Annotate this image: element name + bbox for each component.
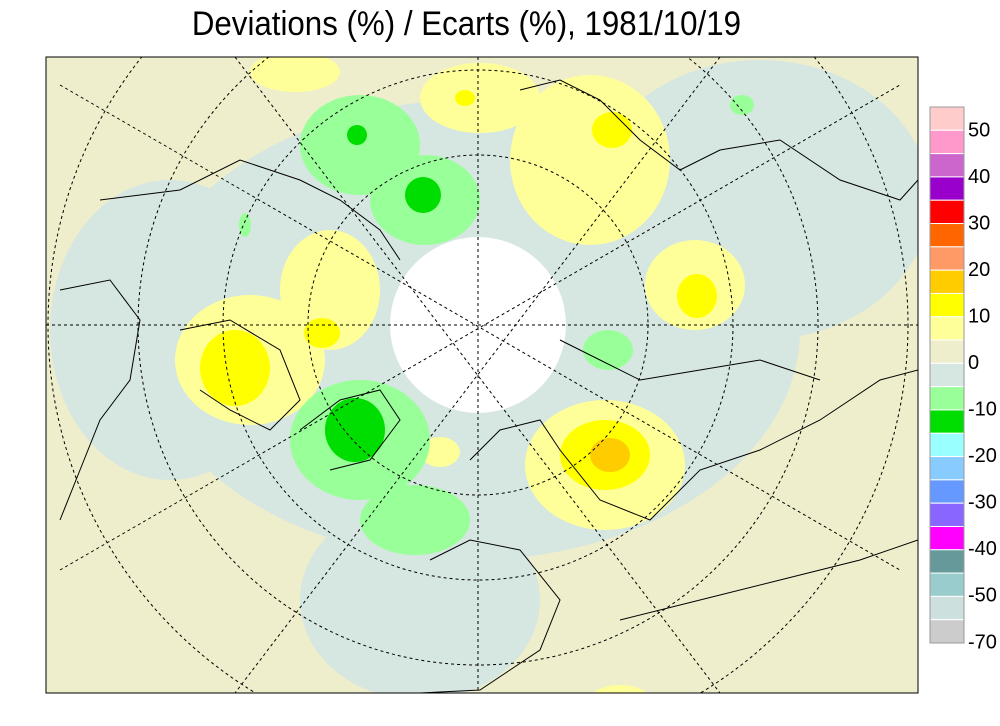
legend-label: 50 [968, 119, 990, 141]
legend-swatch [929, 525, 965, 551]
legend-label: 10 [968, 305, 990, 327]
legend-swatch [929, 316, 965, 341]
positive-peak [590, 438, 630, 472]
legend-swatch [929, 199, 965, 225]
legend-swatch [929, 269, 965, 294]
legend-swatch [929, 479, 965, 504]
legend-label: -30 [968, 492, 997, 514]
legend-label: -10 [968, 399, 997, 421]
legend-swatch [929, 246, 965, 271]
legend-swatch [929, 549, 965, 574]
legend-swatch [929, 339, 965, 364]
legend-swatch [929, 292, 965, 318]
color-legend: 50 40 30 20 10 0 -10 -20 -30 -40 -50 -70 [929, 106, 997, 653]
legend-swatch [929, 502, 965, 527]
legend-label: -20 [968, 445, 997, 467]
legend-swatch [929, 223, 965, 248]
legend-label: 40 [968, 166, 990, 188]
legend-label: -50 [968, 585, 997, 607]
map [46, 57, 918, 693]
legend-label: -40 [968, 538, 997, 560]
graticule [46, 57, 918, 693]
legend-label: -70 [968, 631, 997, 653]
legend-label: 20 [968, 259, 990, 281]
negative-strong-areas [325, 125, 441, 462]
legend-swatch [929, 595, 965, 621]
coastlines [59, 79, 918, 693]
legend-swatch [929, 106, 965, 131]
legend-swatch [929, 176, 965, 201]
legend-swatch [929, 619, 965, 644]
legend-label: 0 [968, 352, 979, 374]
legend-swatch [929, 153, 965, 178]
map-frame [45, 56, 919, 694]
legend-label: 30 [968, 212, 990, 234]
title: Deviations (%) / Ecarts (%), 1981/10/19 [192, 4, 741, 43]
legend-swatch [929, 572, 965, 597]
legend-swatch [929, 129, 965, 155]
legend-swatch [929, 362, 965, 388]
legend-swatch [929, 409, 965, 434]
legend-swatch [929, 432, 965, 458]
legend-swatch [929, 456, 965, 481]
legend-frame [929, 106, 965, 644]
legend-swatch [929, 386, 965, 411]
